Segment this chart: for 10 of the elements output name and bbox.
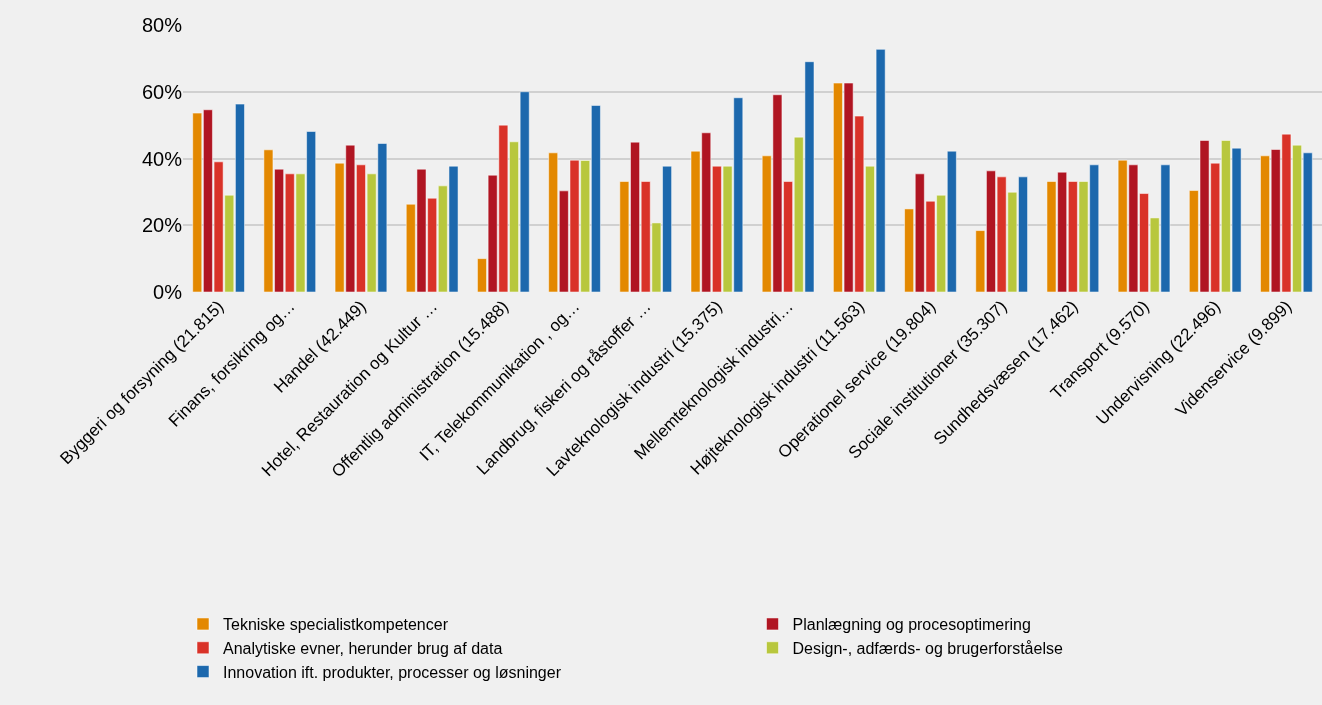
y-tick-label: 0%	[153, 281, 183, 303]
legend-label: Analytiske evner, herunder brug af data	[223, 640, 503, 657]
legend-label: Design-, adfærds- og brugerforståelse	[792, 640, 1063, 657]
legend-label: Innovation ift. produkter, processer og løsninger	[223, 663, 562, 681]
y-tick-label: 80%	[141, 14, 183, 36]
y-tick-label: 60%	[141, 80, 183, 103]
y-tick-label: 40%	[141, 147, 183, 170]
legend-label: Planlægning og procesoptimering	[792, 616, 1031, 634]
legend-label: Tekniske specialistkompetencer	[223, 616, 449, 634]
y-tick-label: 20%	[141, 214, 183, 237]
